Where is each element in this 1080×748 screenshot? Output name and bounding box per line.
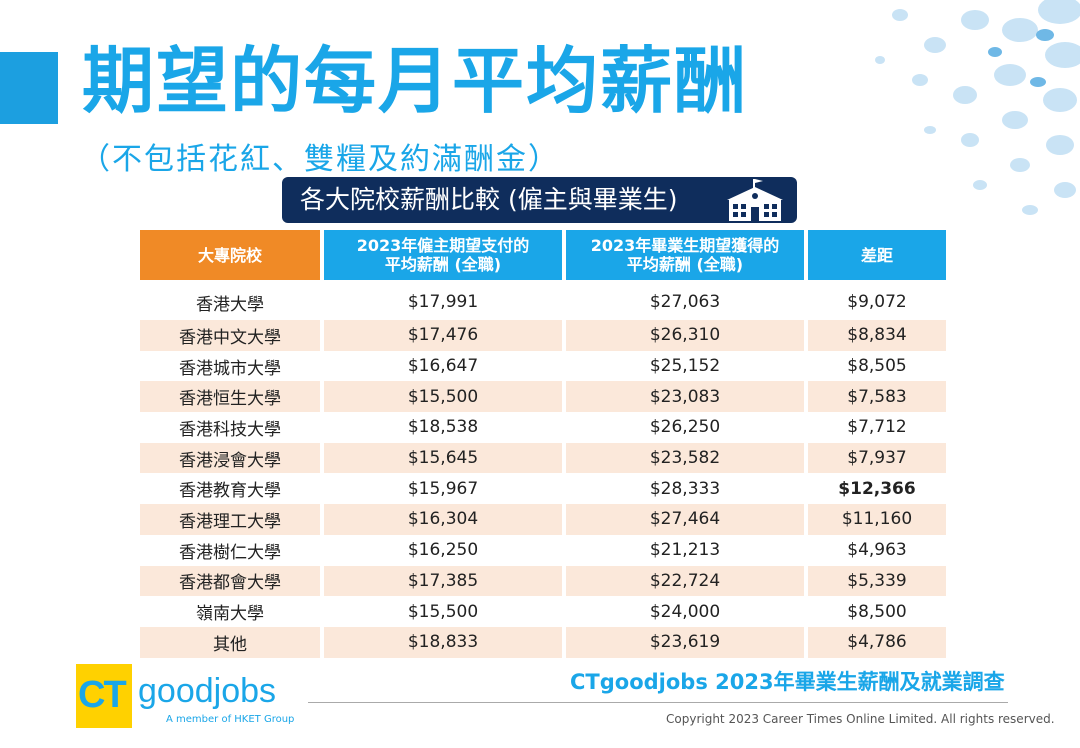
header-graduate-line2: 平均薪酬 (全職): [626, 255, 744, 274]
cell-gap: $8,505: [847, 356, 907, 377]
title-accent-bar: [0, 52, 58, 124]
cell-gap: $7,937: [808, 442, 946, 474]
cell-employer-salary: $17,476: [324, 320, 562, 351]
cell-employer-salary: $16,304: [324, 504, 562, 535]
logo-yellow-box: [76, 664, 132, 728]
cell-graduate-salary: $21,213: [649, 540, 721, 561]
cell-school: 香港恒生大學: [140, 381, 320, 413]
logo-subtitle: A member of HKET Group: [166, 714, 295, 725]
cell-school: 香港城市大學: [179, 358, 281, 379]
cell-school: 香港理工大學: [140, 504, 320, 535]
table-row: 嶺南大學 $15,500 $24,000 $8,500: [140, 596, 946, 627]
table-row: 香港教育大學 $15,967 $28,333 $12,366: [140, 473, 946, 504]
table-row: 其他 $18,833 $23,619 $4,786: [140, 626, 946, 658]
cell-employer-salary: $16,250: [407, 540, 479, 561]
header-school: 大專院校: [140, 230, 320, 280]
cell-school: 香港教育大學: [179, 481, 281, 502]
page-title: 期望的每月平均薪酬: [82, 39, 749, 123]
cell-gap: $8,834: [808, 320, 946, 351]
header-gap: 差距: [808, 230, 946, 280]
cell-graduate-salary: $22,724: [566, 565, 804, 597]
table-banner: 各大院校薪酬比較 (僱主與畢業生): [282, 177, 797, 223]
table-row: 香港浸會大學 $15,645 $23,582 $7,937: [140, 442, 946, 474]
cell-employer-salary: $17,991: [407, 292, 479, 312]
header-gap-line1: 差距: [860, 245, 893, 265]
cell-graduate-salary: $27,063: [649, 292, 721, 312]
table-row: 香港理工大學 $16,304 $27,464 $11,160: [140, 504, 946, 535]
cell-gap: $4,786: [808, 626, 946, 658]
table-row: 香港都會大學 $17,385 $22,724 $5,339: [140, 565, 946, 597]
cell-gap: $7,712: [847, 417, 907, 438]
cell-employer-salary: $15,967: [407, 478, 479, 499]
salary-table: 大專院校 2023年僱主期望支付的 平均薪酬 (全職) 2023年畢業生期望獲得…: [136, 230, 950, 658]
ctgoodjobs-logo: CT goodjobs A member of HKET Group: [76, 662, 294, 732]
logo-goodjobs-text: goodjobs: [138, 672, 277, 710]
cell-graduate-salary: $26,250: [649, 417, 721, 438]
cell-graduate-salary: $24,000: [649, 601, 721, 622]
cell-employer-salary: $15,645: [324, 442, 562, 474]
header-school-line1: 大專院校: [197, 245, 262, 265]
header-employer-line2: 平均薪酬 (全職): [384, 255, 502, 274]
cell-school: 香港浸會大學: [140, 442, 320, 474]
table-body: 香港大學 $17,991 $27,063 $9,072 香港中文大學 $17,476 $26…: [140, 280, 946, 658]
cell-school: 香港都會大學: [140, 565, 320, 597]
cell-gap: $5,339: [808, 565, 946, 597]
cell-school: 香港中文大學: [140, 320, 320, 351]
cell-school: 香港科技大學: [179, 419, 281, 440]
survey-title: CTgoodjobs 2023年畢業生薪酬及就業調查: [570, 670, 1005, 694]
cell-gap: $12,366: [838, 478, 916, 499]
header-employer-line1: 2023年僱主期望支付的: [356, 236, 530, 255]
header-employer-salary: 2023年僱主期望支付的 平均薪酬 (全職): [324, 230, 562, 280]
table-row: 香港科技大學 $18,538 $26,250 $7,712: [140, 412, 946, 443]
footer-divider: [308, 702, 1008, 703]
table-row: 香港樹仁大學 $16,250 $21,213 $4,963: [140, 535, 946, 566]
cell-gap: $7,583: [808, 381, 946, 413]
table-header-row: 大專院校 2023年僱主期望支付的 平均薪酬 (全職) 2023年畢業生期望獲得…: [140, 230, 946, 280]
cell-graduate-salary: $23,083: [566, 381, 804, 413]
copyright-text: Copyright 2023 Career Times Online Limit…: [666, 712, 1055, 726]
cell-employer-salary: $15,500: [407, 601, 479, 622]
cell-graduate-salary: $23,582: [566, 442, 804, 474]
header-graduate-salary: 2023年畢業生期望獲得的 平均薪酬 (全職): [566, 230, 804, 280]
cell-school: 其他: [140, 626, 320, 658]
cell-graduate-salary: $25,152: [649, 356, 721, 377]
cell-gap: $11,160: [808, 504, 946, 535]
cell-gap: $4,963: [847, 540, 907, 561]
cell-employer-salary: $18,538: [407, 417, 479, 438]
cell-gap: $9,072: [847, 292, 907, 312]
cell-school: 香港樹仁大學: [179, 542, 281, 563]
table-row: 香港中文大學 $17,476 $26,310 $8,834: [140, 320, 946, 351]
table-row: 香港恒生大學 $15,500 $23,083 $7,583: [140, 381, 946, 413]
decorative-dots: [875, 0, 1080, 215]
cell-employer-salary: $15,500: [324, 381, 562, 413]
cell-graduate-salary: $28,333: [649, 478, 721, 499]
cell-graduate-salary: $27,464: [566, 504, 804, 535]
table-row: 香港城市大學 $16,647 $25,152 $8,505: [140, 351, 946, 382]
school-building-icon: [727, 179, 783, 221]
logo-ct-text: CT: [78, 674, 127, 716]
cell-school: 香港大學: [196, 294, 264, 315]
cell-graduate-salary: $23,619: [566, 626, 804, 658]
banner-label: 各大院校薪酬比較 (僱主與畢業生): [300, 185, 678, 214]
cell-employer-salary: $17,385: [324, 565, 562, 597]
cell-graduate-salary: $26,310: [566, 320, 804, 351]
cell-school: 嶺南大學: [196, 604, 264, 625]
page-subtitle: （不包括花紅、雙糧及約滿酬金）: [80, 142, 560, 177]
cell-employer-salary: $16,647: [407, 356, 479, 377]
header-graduate-line1: 2023年畢業生期望獲得的: [590, 236, 780, 255]
cell-employer-salary: $18,833: [324, 626, 562, 658]
cell-gap: $8,500: [847, 601, 907, 622]
table-row: 香港大學 $17,991 $27,063 $9,072: [140, 280, 946, 320]
